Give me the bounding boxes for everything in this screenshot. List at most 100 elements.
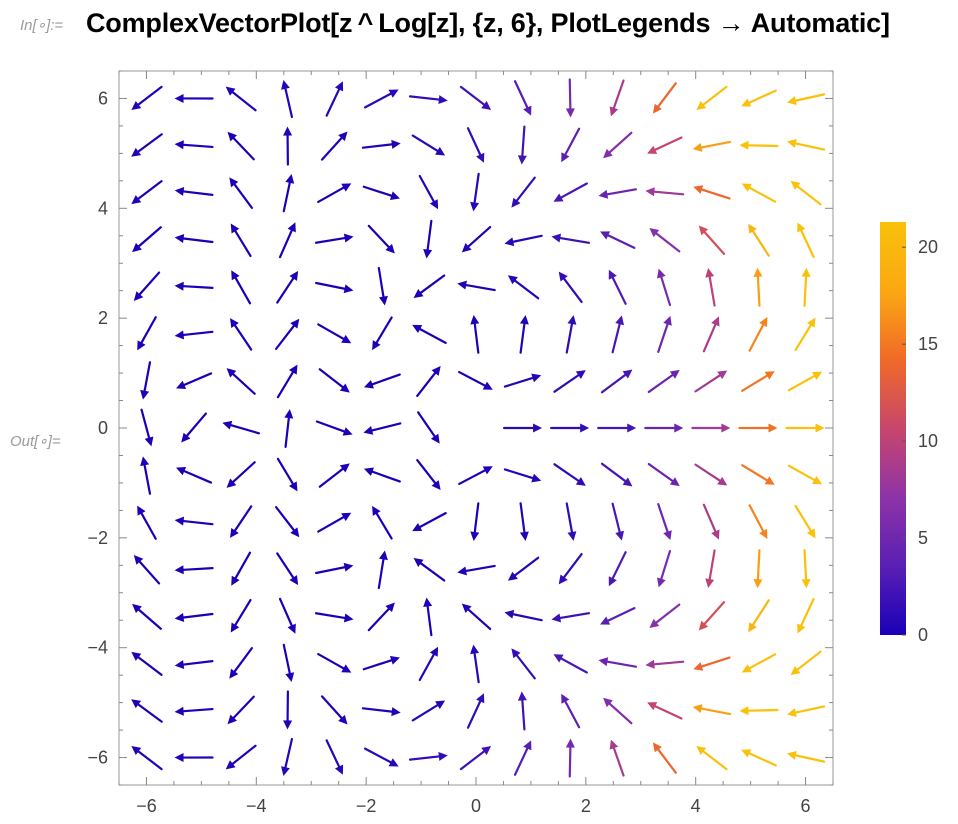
vector-arrow — [140, 361, 152, 400]
y-tick-label: −4 — [87, 638, 108, 658]
vector-arrow — [647, 136, 683, 154]
vector-arrow — [361, 139, 401, 149]
vector-arrow — [276, 457, 298, 492]
vector-arrow — [600, 462, 633, 487]
vector-arrow — [693, 185, 731, 200]
vector-arrow — [325, 739, 344, 775]
vector-arrow — [550, 423, 590, 433]
vector-arrow — [408, 95, 448, 105]
vector-arrow — [696, 85, 728, 111]
vector-arrow — [372, 316, 393, 351]
vector-arrow — [174, 140, 214, 150]
vector-arrow — [513, 740, 532, 776]
y-tick-label: 0 — [98, 418, 108, 438]
vector-arrow — [363, 373, 401, 389]
vector-arrow — [229, 647, 254, 679]
vector-arrow — [603, 131, 633, 159]
vector-arrow — [551, 233, 590, 244]
vector-arrow — [692, 704, 732, 716]
vector-arrow — [657, 268, 672, 307]
vector-arrow — [691, 423, 731, 433]
vector-arrow — [519, 315, 529, 354]
vector-arrow — [362, 656, 400, 671]
vector-arrow — [140, 456, 152, 495]
vector-arrow — [412, 324, 447, 344]
vector-arrow — [511, 648, 536, 680]
vector-arrow — [225, 744, 257, 770]
vector-arrow — [174, 516, 214, 526]
vector-arrow — [503, 468, 542, 483]
vector-arrow — [276, 552, 299, 586]
vector-arrow — [608, 269, 627, 305]
colorbar — [880, 222, 906, 635]
vector-arrow — [174, 660, 214, 670]
vector-arrow — [705, 268, 716, 307]
vector-arrow — [314, 233, 354, 244]
vector-arrow — [227, 131, 255, 161]
vector-arrow — [741, 183, 777, 203]
vector-arrow — [131, 180, 163, 205]
vector-arrow — [652, 742, 677, 774]
vector-arrow — [412, 512, 447, 532]
vector-arrow — [372, 505, 393, 540]
vector-arrow — [741, 653, 777, 673]
y-tick-label: 4 — [98, 198, 108, 218]
vector-arrow — [786, 93, 826, 106]
vector-arrow — [131, 133, 163, 157]
vector-arrow — [318, 368, 350, 393]
vector-arrow — [739, 140, 779, 150]
vector-arrow — [786, 750, 826, 763]
vector-arrow — [230, 223, 252, 258]
vector-arrow — [797, 222, 815, 259]
vector-arrow — [600, 369, 633, 394]
vector-arrow — [457, 564, 496, 576]
output-cell-label: Out[∘]= — [10, 433, 61, 450]
vector-arrows — [131, 78, 826, 778]
vector-arrow — [131, 746, 163, 771]
vector-arrow — [692, 140, 732, 152]
vector-arrow — [519, 502, 529, 541]
vector-arrow — [227, 695, 255, 725]
vector-arrow — [565, 738, 575, 778]
colorbar-tick-label: 10 — [918, 431, 938, 451]
vector-arrow — [363, 422, 402, 435]
vector-arrow — [647, 462, 680, 487]
vector-arrow — [174, 234, 214, 244]
vector-arrow — [801, 549, 811, 589]
vector-arrow — [274, 318, 300, 350]
vector-arrow — [466, 127, 485, 163]
vector-arrow — [794, 317, 816, 352]
vector-arrow — [466, 693, 485, 729]
vector-arrow — [131, 651, 163, 676]
input-cell-code[interactable]: ComplexVectorPlot[z ^ Log[z], {z, 6}, Pl… — [86, 8, 890, 38]
vector-arrow — [317, 323, 352, 344]
vector-arrow — [652, 82, 677, 114]
vector-arrow — [603, 697, 633, 725]
vector-arrow — [517, 691, 527, 731]
vector-arrow — [644, 423, 684, 433]
y-tick-label: −2 — [87, 528, 108, 548]
vector-arrow — [459, 85, 492, 111]
colorbar-legend: 0 5 10 15 20 — [880, 222, 938, 645]
vector-arrow — [137, 316, 157, 351]
vector-arrow — [513, 80, 532, 116]
vector-arrow — [281, 79, 294, 119]
vector-arrow — [315, 281, 354, 294]
vector-arrow — [698, 225, 726, 255]
vector-arrow — [794, 504, 816, 539]
vector-arrow — [507, 275, 540, 300]
vector-arrow — [558, 271, 583, 304]
vector-arrow — [647, 369, 680, 394]
vector-arrow — [511, 176, 536, 208]
vector-arrow — [741, 749, 777, 767]
vector-arrow — [174, 186, 214, 196]
vector-arrow — [608, 551, 627, 587]
vector-arrow — [504, 609, 543, 622]
vector-arrow — [140, 408, 154, 447]
vector-arrow — [367, 224, 395, 254]
vector-arrow — [649, 603, 681, 628]
vector-arrow — [694, 370, 728, 393]
y-tick-label: 2 — [98, 308, 108, 328]
vector-arrow — [283, 126, 293, 166]
vector-arrow — [132, 226, 162, 253]
